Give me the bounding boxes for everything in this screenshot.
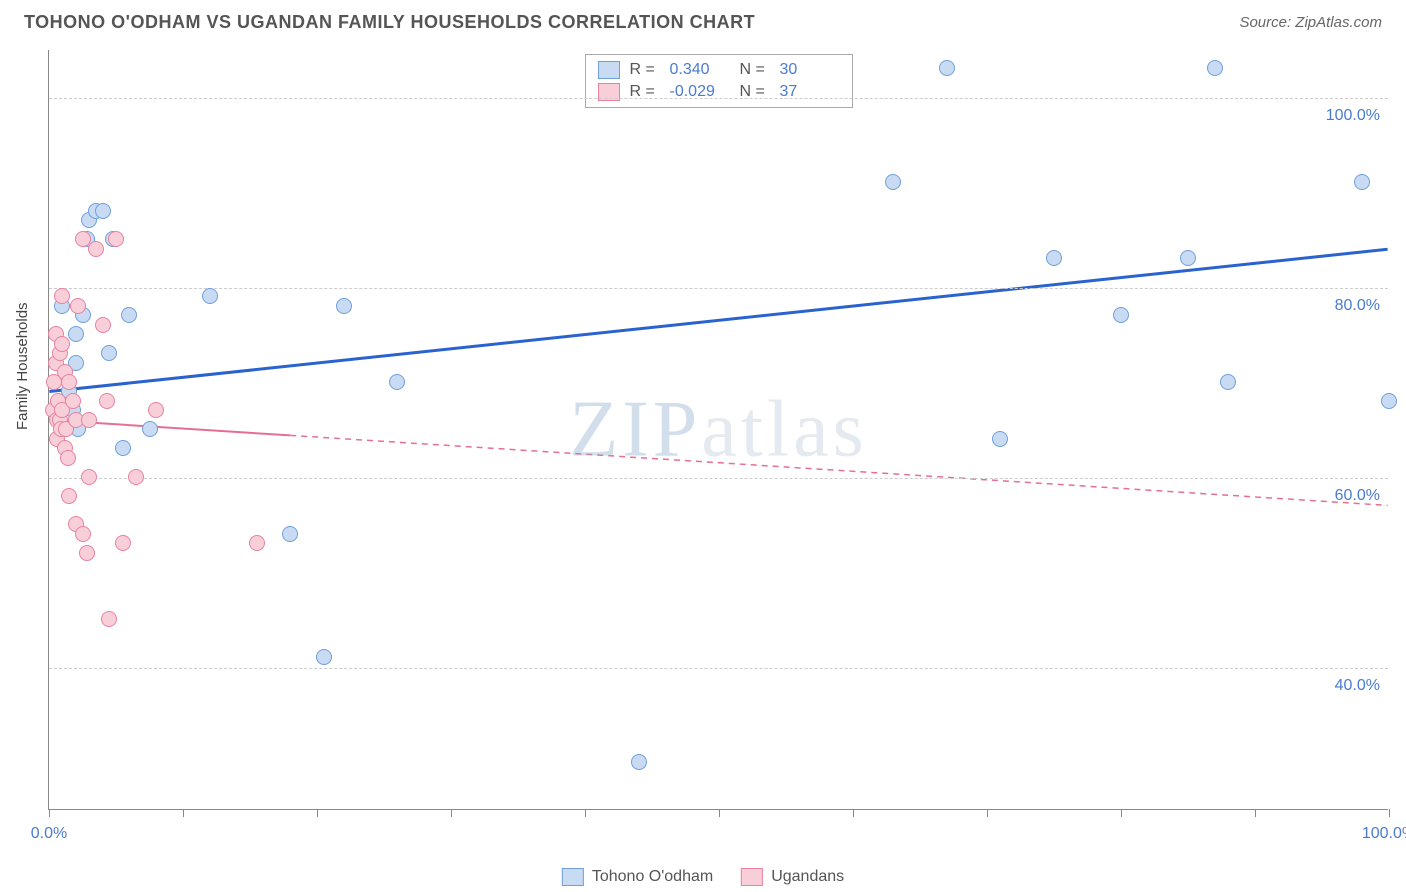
scatter-point — [148, 402, 164, 418]
legend-swatch — [741, 868, 763, 886]
x-tick — [1255, 809, 1256, 817]
grid-line — [49, 478, 1388, 479]
scatter-point — [1354, 174, 1370, 190]
scatter-point — [81, 412, 97, 428]
scatter-point — [1220, 374, 1236, 390]
trend-lines — [49, 50, 1388, 809]
watermark: ZIPatlas — [569, 384, 868, 475]
scatter-point — [1180, 250, 1196, 266]
y-tick-label: 80.0% — [1335, 297, 1380, 315]
scatter-point — [101, 611, 117, 627]
scatter-point — [1046, 250, 1062, 266]
n-value: 30 — [780, 61, 840, 79]
x-tick — [451, 809, 452, 817]
scatter-point — [60, 450, 76, 466]
scatter-point — [75, 526, 91, 542]
legend-item: Ugandans — [741, 868, 844, 886]
scatter-point — [282, 526, 298, 542]
x-tick — [49, 809, 50, 817]
y-tick-label: 60.0% — [1335, 487, 1380, 505]
grid-line — [49, 668, 1388, 669]
y-axis-label: Family Households — [14, 302, 31, 430]
y-tick-label: 40.0% — [1335, 677, 1380, 695]
legend-item: Tohono O'odham — [562, 868, 713, 886]
scatter-point — [95, 317, 111, 333]
scatter-point — [316, 649, 332, 665]
scatter-point — [121, 307, 137, 323]
r-label: R = — [630, 61, 660, 79]
scatter-point — [70, 298, 86, 314]
x-tick — [853, 809, 854, 817]
scatter-point — [54, 336, 70, 352]
scatter-chart: ZIPatlas R = 0.340 N = 30 R =-0.029N =37 40.… — [48, 50, 1388, 810]
scatter-point — [1113, 307, 1129, 323]
scatter-point — [115, 440, 131, 456]
r-value: 0.340 — [670, 61, 730, 79]
scatter-point — [336, 298, 352, 314]
scatter-point — [54, 288, 70, 304]
scatter-point — [108, 231, 124, 247]
scatter-point — [992, 431, 1008, 447]
chart-title: TOHONO O'ODHAM VS UGANDAN FAMILY HOUSEHO… — [24, 12, 755, 33]
x-tick — [719, 809, 720, 817]
scatter-point — [95, 203, 111, 219]
x-tick-label: 0.0% — [31, 825, 67, 843]
legend-label: Tohono O'odham — [592, 868, 713, 886]
legend-swatch — [598, 61, 620, 79]
scatter-point — [128, 469, 144, 485]
scatter-point — [885, 174, 901, 190]
scatter-point — [202, 288, 218, 304]
legend-stat-row: R = 0.340 N = 30 — [598, 59, 840, 81]
scatter-point — [389, 374, 405, 390]
scatter-point — [249, 535, 265, 551]
scatter-point — [1381, 393, 1397, 409]
grid-line — [49, 98, 1388, 99]
scatter-point — [99, 393, 115, 409]
x-tick — [183, 809, 184, 817]
scatter-point — [68, 326, 84, 342]
scatter-point — [61, 374, 77, 390]
scatter-point — [65, 393, 81, 409]
scatter-point — [142, 421, 158, 437]
x-tick-label: 100.0% — [1362, 825, 1406, 843]
grid-line — [49, 288, 1388, 289]
scatter-point — [81, 469, 97, 485]
legend-label: Ugandans — [771, 868, 844, 886]
x-tick — [1121, 809, 1122, 817]
series-legend: Tohono O'odham Ugandans — [562, 868, 844, 886]
scatter-point — [939, 60, 955, 76]
trend-line-solid — [49, 249, 1387, 391]
source-label: Source: ZipAtlas.com — [1239, 14, 1382, 31]
legend-swatch — [562, 868, 584, 886]
n-label: N = — [740, 61, 770, 79]
scatter-point — [115, 535, 131, 551]
legend-stat-row: R =-0.029N =37 — [598, 81, 840, 103]
scatter-point — [101, 345, 117, 361]
correlation-legend: R = 0.340 N = 30 R =-0.029N =37 — [585, 54, 853, 108]
x-tick — [317, 809, 318, 817]
x-tick — [987, 809, 988, 817]
scatter-point — [88, 241, 104, 257]
scatter-point — [1207, 60, 1223, 76]
scatter-point — [631, 754, 647, 770]
scatter-point — [79, 545, 95, 561]
x-tick — [1389, 809, 1390, 817]
trend-line-dashed — [290, 435, 1387, 505]
x-tick — [585, 809, 586, 817]
y-tick-label: 100.0% — [1326, 107, 1380, 125]
scatter-point — [61, 488, 77, 504]
